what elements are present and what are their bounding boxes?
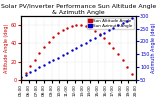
Title: Solar PV/Inverter Performance Sun Altitude Angle & Azimuth Angle: Solar PV/Inverter Performance Sun Altitu… [1,4,156,15]
Legend: Sun Altitude Angle, Sun Azimuth Angle: Sun Altitude Angle, Sun Azimuth Angle [87,18,134,29]
Y-axis label: Azimuth Angle (deg): Azimuth Angle (deg) [151,23,156,73]
Y-axis label: Altitude Angle (deg): Altitude Angle (deg) [4,23,9,73]
